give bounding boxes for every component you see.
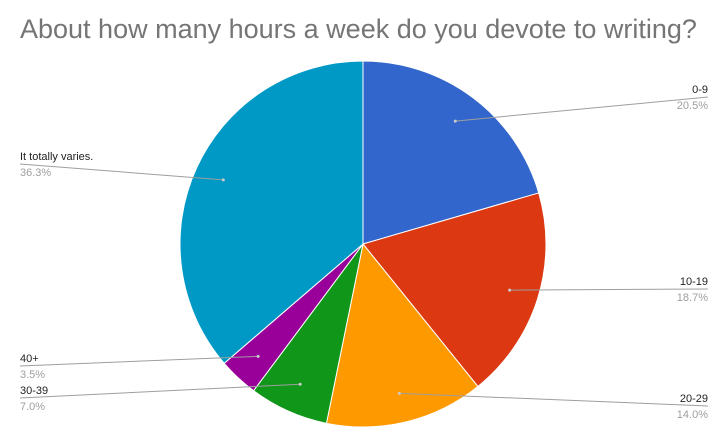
leader-dot-3 [298,382,302,386]
pie-labels: 0-9 20.5% 10-19 18.7% 20-29 14.0% 30-39 7.0% 40+… [20,84,708,421]
slice-label-1: 10-19 [680,276,708,288]
slice-label-0: 0-9 [692,84,708,96]
pie-slice-5[interactable] [179,60,364,364]
leader-dot-5 [221,178,225,182]
slice-percent-0: 20.5% [677,100,708,112]
leader-line-3 [19,383,301,399]
leader-dot-4 [256,354,260,358]
pie-slice-2[interactable] [325,242,479,428]
leader-line-5 [19,163,224,181]
leader-line-1 [509,288,709,291]
leader-line-4 [19,355,259,367]
leader-line-2 [399,392,709,407]
slice-label-2: 20-29 [680,393,708,405]
pie-slice-1[interactable] [362,192,547,388]
chart-title: About how many hours a week do you devot… [20,14,697,44]
slice-percent-3: 7.0% [20,401,45,413]
slice-label-5: It totally varies. [20,151,93,163]
slice-percent-2: 14.0% [677,409,708,421]
slice-percent-1: 18.7% [677,292,708,304]
slice-percent-5: 36.3% [20,167,51,179]
leader-line-0 [455,96,709,122]
pie-slices [179,60,547,428]
pie-leader-lines [19,96,709,407]
slice-percent-4: 3.5% [20,369,45,381]
leader-dot-0 [453,119,457,123]
pie-slice-0[interactable] [362,60,540,245]
leader-dot-1 [508,288,512,292]
slice-label-3: 30-39 [20,385,48,397]
slice-label-4: 40+ [20,353,39,365]
leader-dot-2 [397,391,401,395]
